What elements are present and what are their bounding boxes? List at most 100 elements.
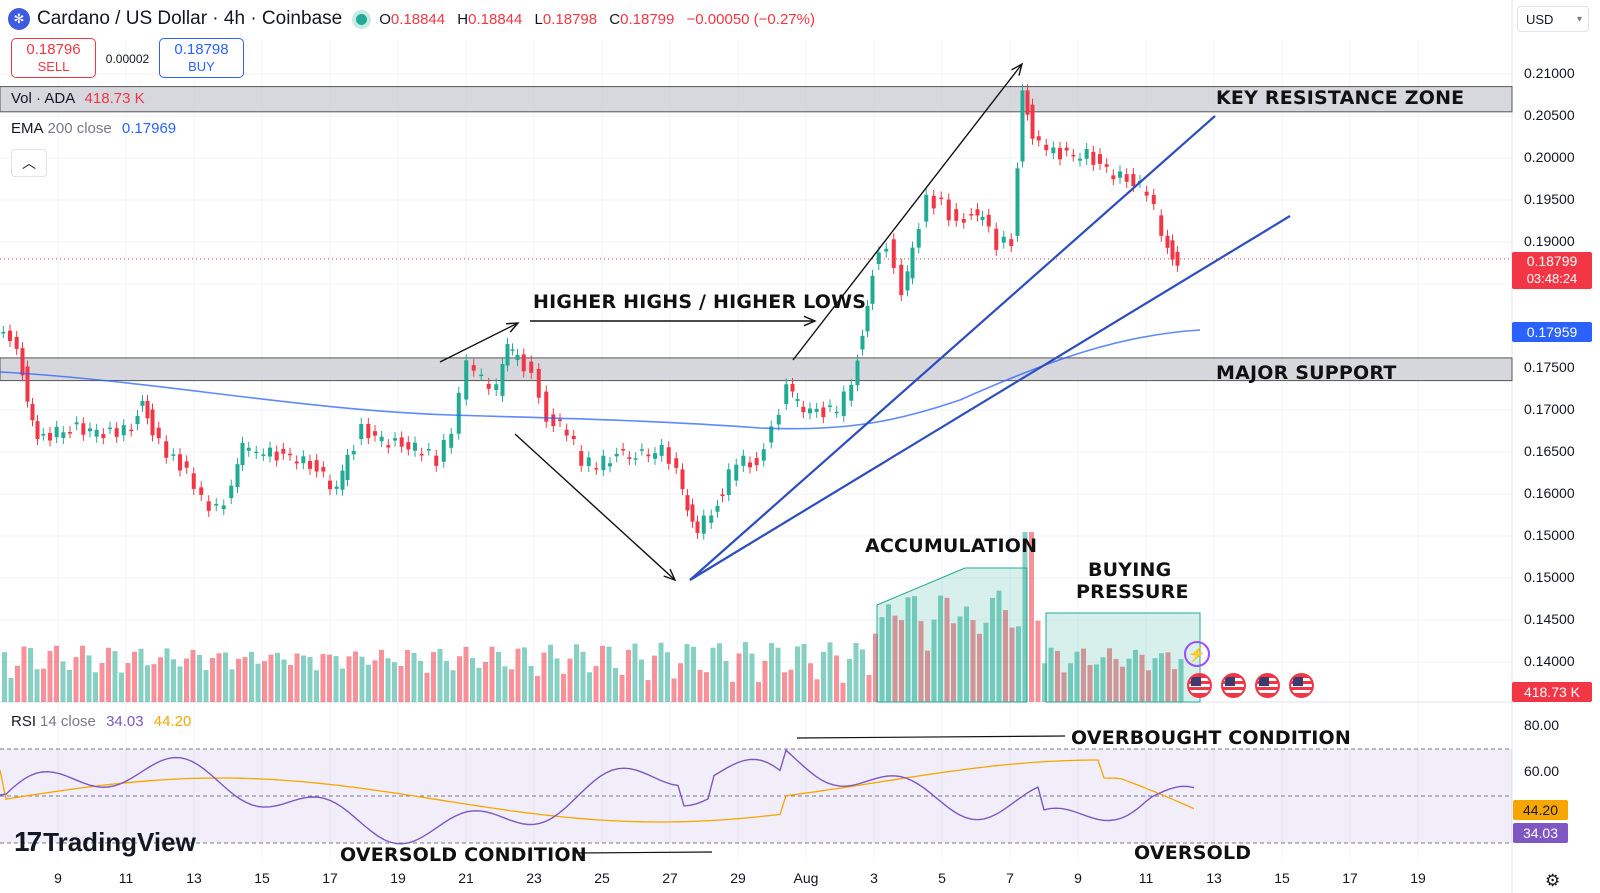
volume-bar bbox=[1022, 532, 1028, 702]
volume-bar bbox=[873, 633, 878, 702]
volume-bar bbox=[1100, 657, 1106, 702]
candle-body bbox=[790, 384, 795, 392]
last-price-tag: 0.18799 03:48:24 bbox=[1512, 252, 1592, 289]
candle-body bbox=[1144, 191, 1149, 196]
buy-button[interactable]: 0.18798 BUY bbox=[159, 38, 244, 78]
collapse-legend-button[interactable]: ︿ bbox=[11, 149, 47, 177]
price-tick-label: 0.16000 bbox=[1524, 485, 1575, 501]
volume-tag: 418.73 K bbox=[1512, 682, 1592, 702]
lightning-event-icon[interactable]: ⚡ bbox=[1184, 641, 1210, 667]
gear-icon[interactable]: ⚙ bbox=[1545, 871, 1561, 890]
candle-body bbox=[639, 449, 644, 451]
arrowhead bbox=[505, 322, 520, 333]
candle-body bbox=[1124, 174, 1129, 182]
ema-legend[interactable]: EMA 200 close 0.17969 bbox=[11, 120, 177, 137]
symbol-title[interactable]: Cardano / US Dollar · 4h · Coinbase bbox=[37, 8, 343, 29]
price-tick-label: 0.15000 bbox=[1524, 527, 1575, 543]
tradingview-logo[interactable]: 17 TradingView bbox=[14, 826, 196, 857]
volume-bar bbox=[197, 655, 202, 702]
volume-bar bbox=[1178, 659, 1184, 702]
volume-bar bbox=[684, 644, 690, 702]
candle-body bbox=[899, 264, 904, 296]
candle-body bbox=[1058, 147, 1062, 160]
candle-body bbox=[456, 392, 461, 434]
volume-bar bbox=[60, 661, 66, 702]
volume-bar bbox=[619, 674, 625, 702]
time-tick-label: 15 bbox=[1274, 870, 1290, 886]
price-tick-label: 0.15000 bbox=[1524, 569, 1575, 585]
volume-bar bbox=[866, 674, 872, 702]
candle-body bbox=[41, 433, 46, 436]
volume-bar bbox=[847, 659, 852, 702]
us-flag-event-icon[interactable] bbox=[1255, 673, 1280, 698]
candle-body bbox=[94, 429, 99, 437]
candle-body bbox=[101, 434, 106, 439]
candle-body bbox=[748, 462, 752, 468]
volume-bar bbox=[769, 643, 774, 702]
volume-bar bbox=[548, 644, 553, 702]
volume-bar bbox=[54, 645, 59, 702]
volume-bar bbox=[951, 623, 956, 702]
us-flag-event-icon[interactable] bbox=[1289, 673, 1314, 698]
candle-body bbox=[164, 441, 169, 458]
price-tick-label: 0.21000 bbox=[1524, 65, 1575, 81]
sell-button[interactable]: 0.18796 SELL bbox=[11, 38, 96, 78]
us-flag-event-icon[interactable] bbox=[1221, 673, 1246, 698]
cardano-coin-icon[interactable]: ✻ bbox=[8, 8, 30, 30]
candle-body bbox=[14, 336, 19, 349]
candle-body bbox=[334, 486, 339, 489]
candle-body bbox=[734, 464, 739, 481]
volume-bar bbox=[1152, 658, 1158, 702]
candle-body bbox=[328, 480, 332, 490]
candle-body bbox=[406, 442, 411, 450]
candle-body bbox=[961, 219, 966, 223]
candle-body bbox=[986, 214, 991, 227]
volume-legend[interactable]: Vol · ADA 418.73 K bbox=[11, 90, 145, 107]
candle-body bbox=[281, 449, 286, 454]
market-open-indicator bbox=[356, 13, 368, 25]
volume-bar bbox=[385, 658, 391, 702]
volume-bar bbox=[125, 663, 131, 702]
candle-body bbox=[685, 495, 690, 511]
volume-bar bbox=[606, 646, 612, 702]
candle-body bbox=[849, 384, 854, 401]
time-tick-label: 11 bbox=[1138, 870, 1154, 886]
volume-bar bbox=[333, 656, 339, 702]
oversold-marker-line bbox=[575, 851, 713, 854]
us-flag-event-icon[interactable] bbox=[1187, 673, 1212, 698]
candle-body bbox=[784, 384, 789, 405]
time-tick-label: 11 bbox=[118, 870, 134, 886]
spread-value: 0.00002 bbox=[105, 52, 150, 66]
time-tick-label: 25 bbox=[594, 870, 610, 886]
candle-body bbox=[564, 429, 569, 436]
price-tick-label: 0.20000 bbox=[1524, 149, 1575, 165]
candle-body bbox=[240, 442, 245, 466]
volume-bar bbox=[346, 656, 352, 702]
trendline-lower bbox=[689, 215, 1291, 581]
currency-select[interactable]: USD ▾ bbox=[1517, 6, 1589, 32]
volume-bar bbox=[580, 651, 586, 702]
volume-bar bbox=[392, 662, 397, 702]
volume-bar bbox=[632, 643, 638, 702]
volume-bar bbox=[808, 663, 813, 702]
time-tick-label: 23 bbox=[526, 870, 542, 886]
candle-body bbox=[479, 374, 484, 377]
volume-bar bbox=[860, 649, 865, 702]
annotation-buying-2: PRESSURE bbox=[1076, 581, 1189, 603]
volume-bar bbox=[587, 672, 592, 702]
candle-body bbox=[393, 438, 397, 441]
arrowhead bbox=[663, 568, 677, 582]
rsi-legend[interactable]: RSI 14 close 34.03 44.20 bbox=[11, 713, 192, 730]
candle-body bbox=[521, 354, 526, 372]
candle-body bbox=[301, 456, 306, 464]
price-tick-label: 0.17500 bbox=[1524, 359, 1575, 375]
volume-bar bbox=[242, 657, 248, 702]
candle-body bbox=[54, 426, 59, 438]
candle-body bbox=[274, 451, 279, 461]
candle-body bbox=[61, 432, 66, 438]
candle-body bbox=[1111, 175, 1116, 180]
candle-body bbox=[621, 449, 626, 451]
volume-bar bbox=[658, 642, 664, 702]
candle-body bbox=[1064, 147, 1069, 151]
